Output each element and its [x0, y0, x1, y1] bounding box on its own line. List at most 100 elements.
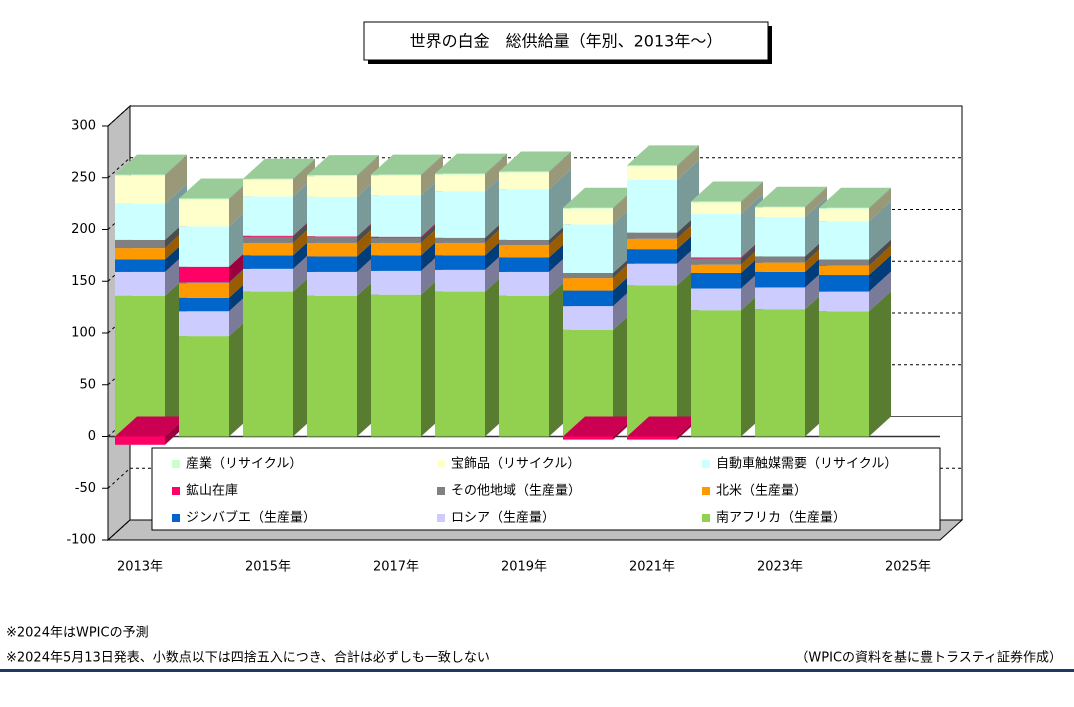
bar-segment — [179, 336, 229, 437]
bar-segment — [563, 436, 613, 440]
bar-segment — [307, 236, 357, 237]
bar-segment — [115, 271, 165, 296]
bar-segment — [755, 256, 805, 263]
y-tick-label: 100 — [71, 326, 96, 341]
legend-swatch — [172, 514, 180, 522]
bar-segment — [691, 257, 741, 259]
bar-segment — [435, 291, 485, 437]
bar-segment — [755, 287, 805, 310]
bar-segment — [179, 283, 229, 298]
bar-side — [485, 153, 507, 175]
bar-top — [627, 416, 699, 437]
bar-segment — [627, 285, 677, 437]
bar-side — [165, 155, 187, 204]
bar-segment — [243, 196, 293, 236]
bar-segment — [563, 278, 613, 291]
bar-segment — [307, 236, 357, 243]
bar-segment — [179, 311, 229, 337]
bar-segment — [243, 242, 293, 256]
legend-swatch — [702, 514, 710, 522]
legend-label: 北米（生産量） — [716, 483, 807, 499]
bar-segment — [115, 436, 165, 445]
bar-segment — [435, 269, 485, 292]
bar-segment — [371, 255, 421, 271]
bar-side — [293, 159, 315, 197]
bar-segment — [563, 208, 613, 225]
bar-segment — [435, 173, 485, 175]
y-tick-label: 50 — [79, 377, 96, 392]
bar-segment — [179, 282, 229, 284]
legend-label: 鉱山在庫 — [186, 483, 238, 499]
bar-segment — [371, 294, 421, 437]
legend-label: ジンバブエ（生産量） — [186, 510, 316, 526]
legend-label: ロシア（生産量） — [451, 510, 555, 526]
bar-top — [627, 145, 699, 166]
grid-line — [107, 105, 131, 127]
note: ※2024年はWPICの予測 — [6, 626, 149, 641]
x-tick-label: 2017年 — [373, 560, 419, 575]
legend-swatch — [172, 460, 180, 468]
bar-side — [677, 146, 699, 180]
bar-segment — [499, 171, 549, 173]
bar-segment — [819, 207, 869, 209]
bar-top — [115, 154, 187, 175]
bar-segment — [307, 176, 357, 197]
legend-swatch — [702, 460, 710, 468]
bar-segment — [435, 242, 485, 256]
bar-segment — [563, 224, 613, 273]
bar-segment — [563, 272, 613, 279]
y-tick-label: 250 — [71, 170, 96, 185]
legend-swatch — [702, 487, 710, 495]
y-tick-label: -100 — [66, 533, 96, 548]
legend-swatch — [437, 487, 445, 495]
bar-segment — [755, 206, 805, 208]
bar-segment — [755, 309, 805, 437]
bar-side — [421, 155, 443, 196]
bar-top — [435, 153, 507, 174]
bar-segment — [499, 172, 549, 190]
source: （WPICの資料を基に豊トラスティ証券作成） — [795, 650, 1062, 666]
bar-segment — [179, 198, 229, 200]
y-tick-label: 200 — [71, 222, 96, 237]
bar-side — [869, 239, 891, 266]
bar-top — [179, 178, 251, 199]
title-box — [363, 21, 769, 61]
y-tick-label: 300 — [71, 119, 96, 134]
bar-segment — [435, 237, 485, 243]
bar-segment — [627, 179, 677, 233]
bar-segment — [563, 290, 613, 307]
bar-segment — [499, 239, 549, 246]
grid-line — [107, 467, 131, 489]
bar-segment — [307, 175, 357, 177]
x-tick-label: 2015年 — [245, 560, 291, 575]
bar-segment — [499, 295, 549, 437]
plot-area: -100 -50 0 50 100 150 200 250 300 2013年 2015年 2017年… — [66, 104, 964, 575]
bar-segment — [243, 179, 293, 197]
bar-segment — [115, 248, 165, 260]
bar-segment — [819, 291, 869, 312]
y-tick-label: 150 — [71, 274, 96, 289]
bar-side — [741, 181, 763, 203]
bar-side — [485, 154, 507, 192]
bar-segment — [691, 288, 741, 311]
bar-side — [677, 145, 699, 167]
x-tick-label: 2025年 — [885, 560, 931, 575]
bar-segment — [243, 268, 293, 292]
bar-segment — [691, 201, 741, 203]
bar-segment — [819, 208, 869, 222]
bar-top — [115, 416, 187, 437]
bar-side — [165, 154, 187, 176]
bar-segment — [243, 236, 293, 243]
x-tick-label: 2021年 — [629, 560, 675, 575]
bar-segment — [115, 175, 165, 204]
bar-side — [869, 255, 891, 292]
bar-side — [869, 187, 891, 209]
x-tick-label: 2013年 — [117, 560, 163, 575]
bar-top — [499, 151, 571, 172]
bar-segment — [371, 270, 421, 295]
bar-segment — [243, 255, 293, 269]
bar-segment — [307, 256, 357, 272]
bar-top — [371, 154, 443, 175]
bar-top — [307, 155, 379, 176]
